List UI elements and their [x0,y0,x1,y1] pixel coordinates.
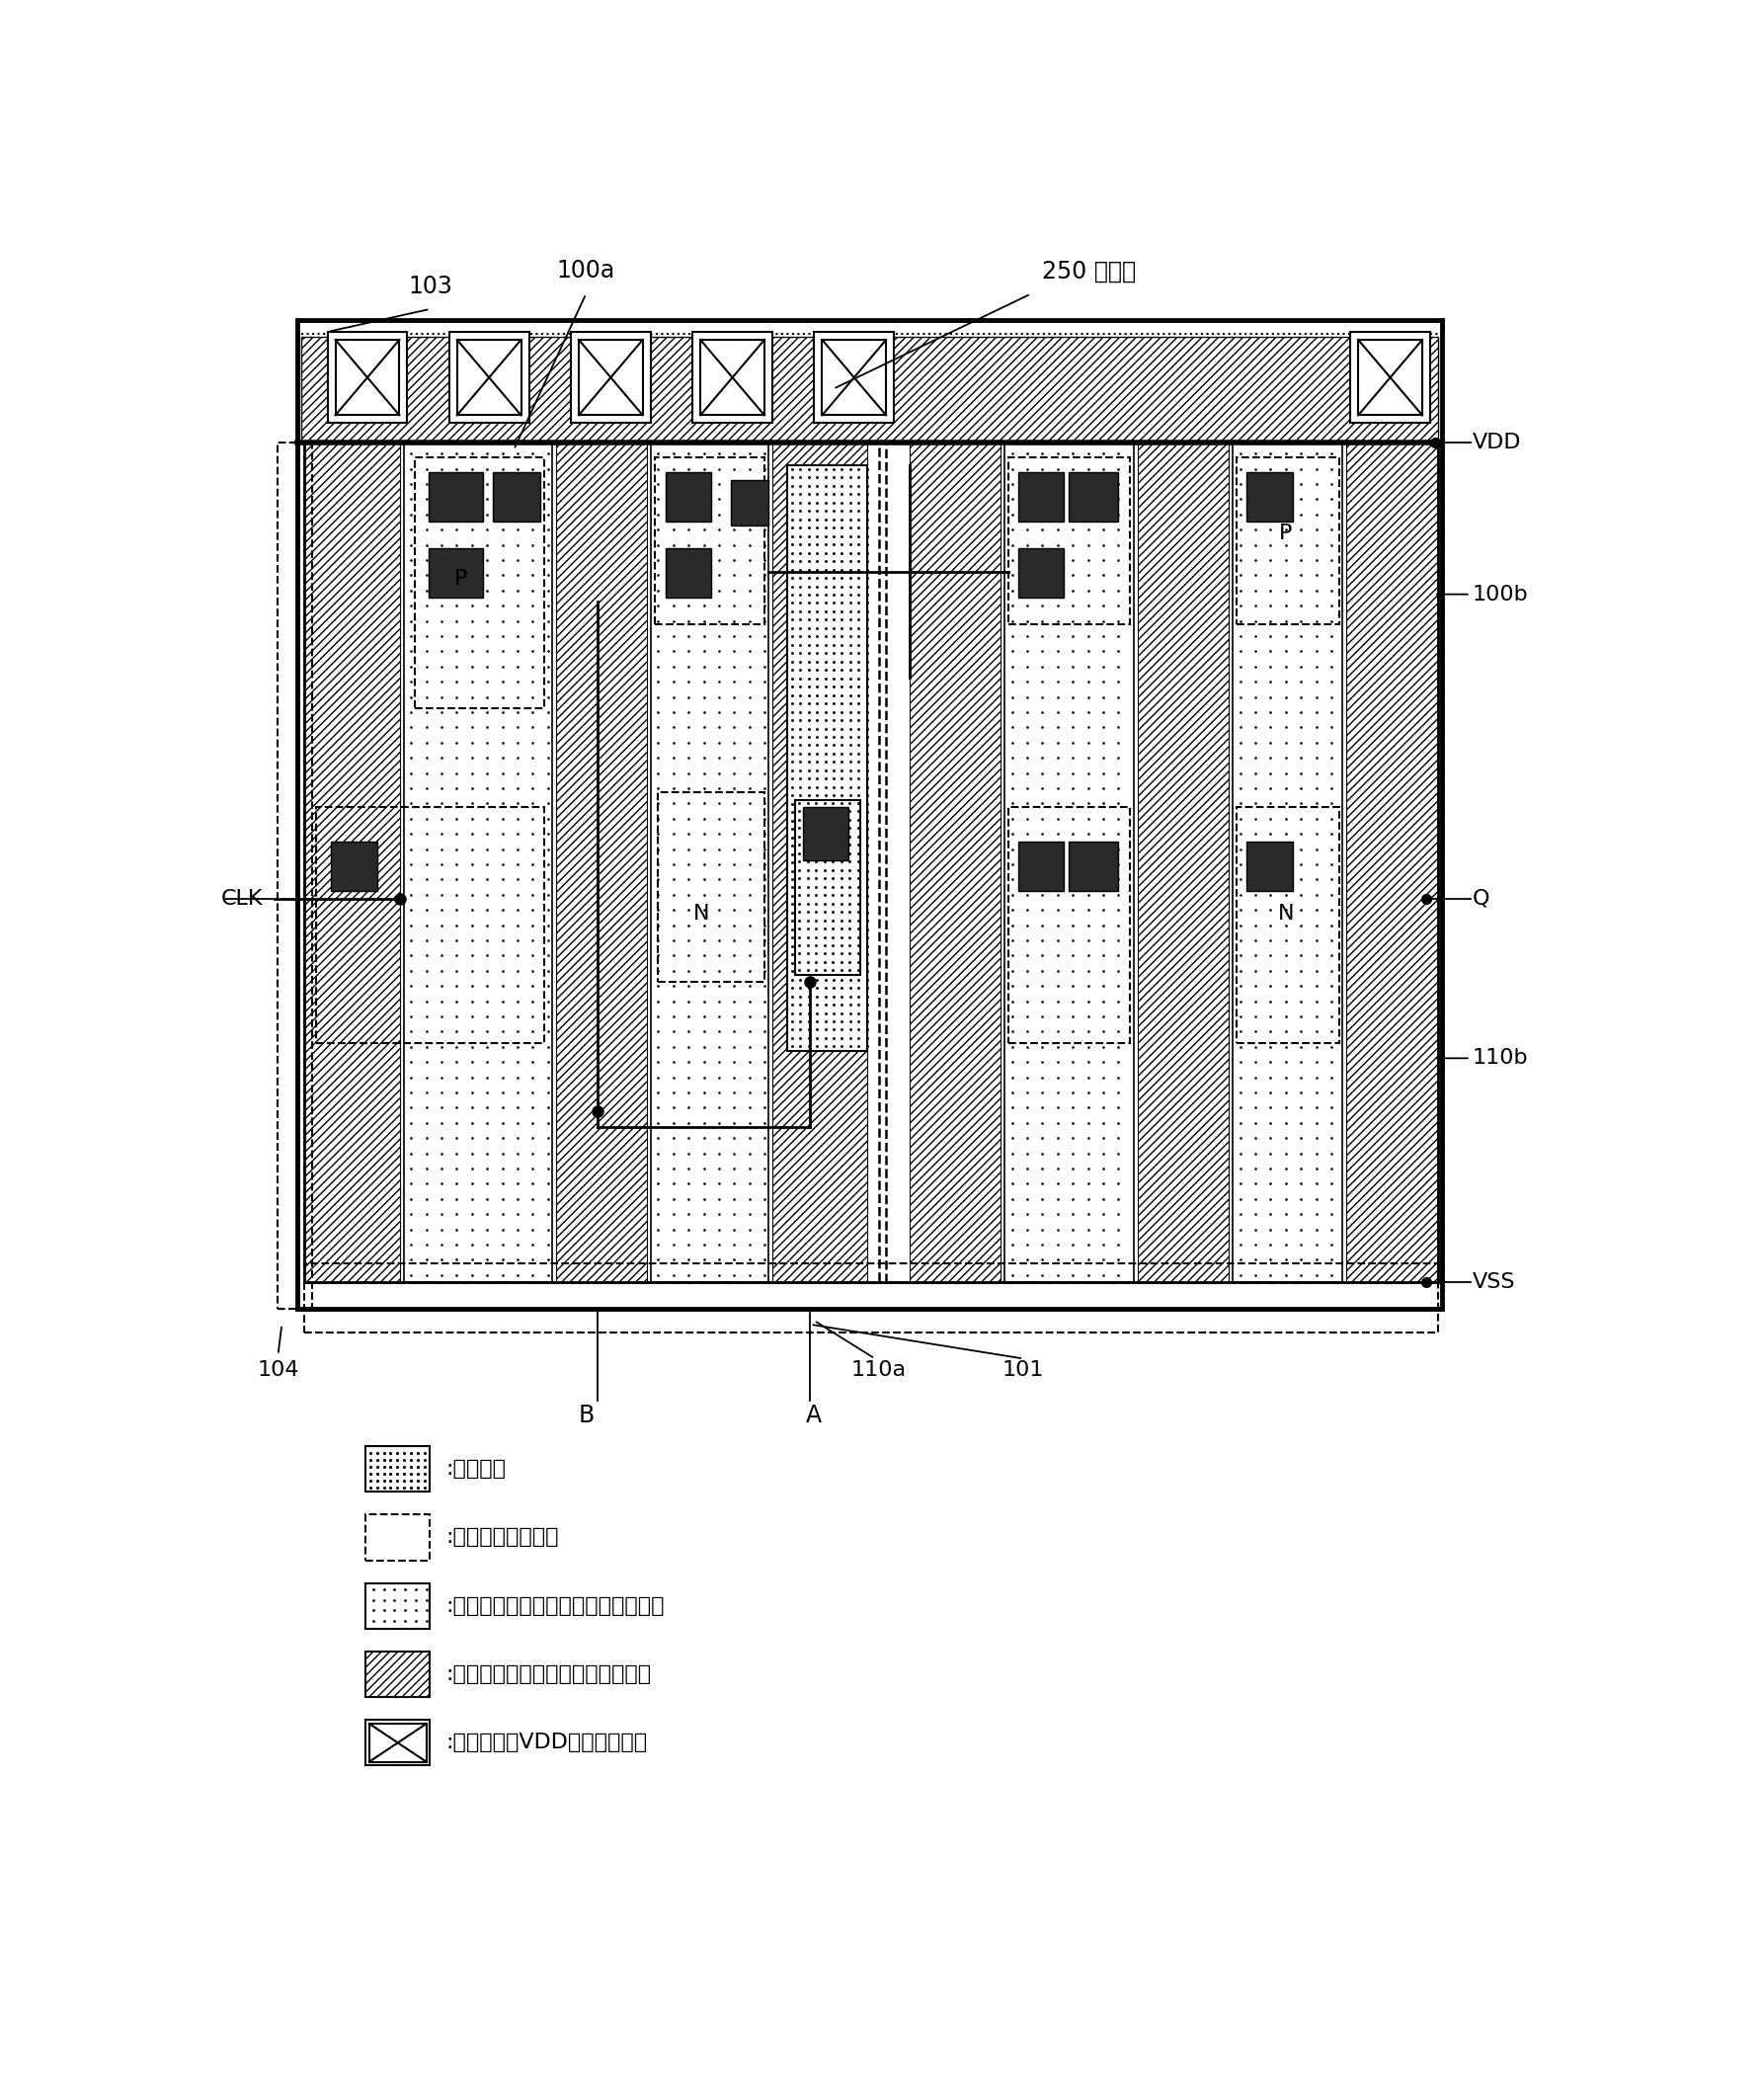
Text: P: P [453,569,467,588]
Text: :由第二层金属布线层制成的动态节点: :由第二层金属布线层制成的动态节点 [446,1596,665,1615]
Bar [450,332,529,422]
Bar [700,340,765,416]
Bar [316,806,545,1044]
Bar [1137,443,1229,1283]
Bar [910,443,1001,1283]
Text: VDD: VDD [1472,433,1521,452]
Bar [1068,472,1118,523]
Text: 100b: 100b [1472,584,1529,605]
Bar [693,332,772,422]
Bar [654,458,765,624]
Bar [305,443,878,1283]
Text: 110b: 110b [1472,1048,1529,1069]
Bar [772,443,867,1283]
Bar [1246,842,1294,890]
Bar [365,1447,430,1491]
Bar [301,338,1439,443]
Text: :第一层金属布线层: :第一层金属布线层 [446,1527,559,1548]
Bar [1068,842,1118,890]
Bar [428,472,483,523]
Bar [1017,842,1063,890]
Text: CLK: CLK [220,888,263,909]
Bar [305,1264,1439,1331]
Text: 103: 103 [407,275,453,298]
Bar [578,340,643,416]
Bar [368,1724,427,1762]
Bar [428,548,483,598]
Bar [414,458,545,708]
Bar [1008,806,1130,1044]
Text: 104: 104 [257,1361,300,1380]
Bar [887,443,1439,1283]
Bar [822,340,887,416]
Bar [1358,340,1423,416]
Text: :在屏蔽区与VDD之间的接触区: :在屏蔽区与VDD之间的接触区 [446,1732,647,1753]
Text: N: N [693,903,710,924]
Bar [802,806,848,861]
Bar [335,340,400,416]
Bar [365,1720,430,1766]
Bar [651,443,769,1283]
Text: A: A [806,1403,822,1428]
Bar [815,332,894,422]
Bar [279,443,312,1308]
Bar [795,800,860,974]
Text: :多晶硅层: :多晶硅层 [446,1460,506,1478]
Bar [1350,332,1430,422]
Text: P: P [1280,523,1292,544]
Bar [365,1651,430,1697]
Bar [365,1514,430,1560]
Bar [1005,443,1134,1283]
Bar [1246,472,1294,523]
Text: 110a: 110a [852,1361,906,1380]
Bar [1236,458,1338,624]
Bar [305,443,1439,1283]
Bar [1347,443,1439,1283]
Text: N: N [1278,903,1294,924]
Bar [1017,472,1063,523]
Bar [1232,443,1343,1283]
Bar [1236,806,1338,1044]
Text: 250 屏蔽区: 250 屏蔽区 [1042,258,1137,284]
Bar [457,340,522,416]
Bar [492,472,541,523]
Text: 100a: 100a [557,258,615,284]
Text: VSS: VSS [1472,1273,1514,1292]
Text: :由第二层金属布线层制成的屏蔽区: :由第二层金属布线层制成的屏蔽区 [446,1665,651,1684]
Bar [666,548,712,598]
Bar [296,321,1442,1308]
Bar [365,1583,430,1630]
Bar [658,792,765,983]
Bar [328,332,407,422]
Text: 101: 101 [1003,1361,1044,1380]
Bar [571,332,651,422]
Bar [730,481,769,525]
Bar [666,472,712,523]
Bar [404,443,552,1283]
Bar [788,464,867,1050]
Text: Q: Q [1472,888,1490,909]
Bar [1008,458,1130,624]
Bar [555,443,647,1283]
Bar [1017,548,1063,598]
Text: B: B [578,1403,594,1428]
Bar [305,443,400,1283]
Bar [331,842,377,890]
